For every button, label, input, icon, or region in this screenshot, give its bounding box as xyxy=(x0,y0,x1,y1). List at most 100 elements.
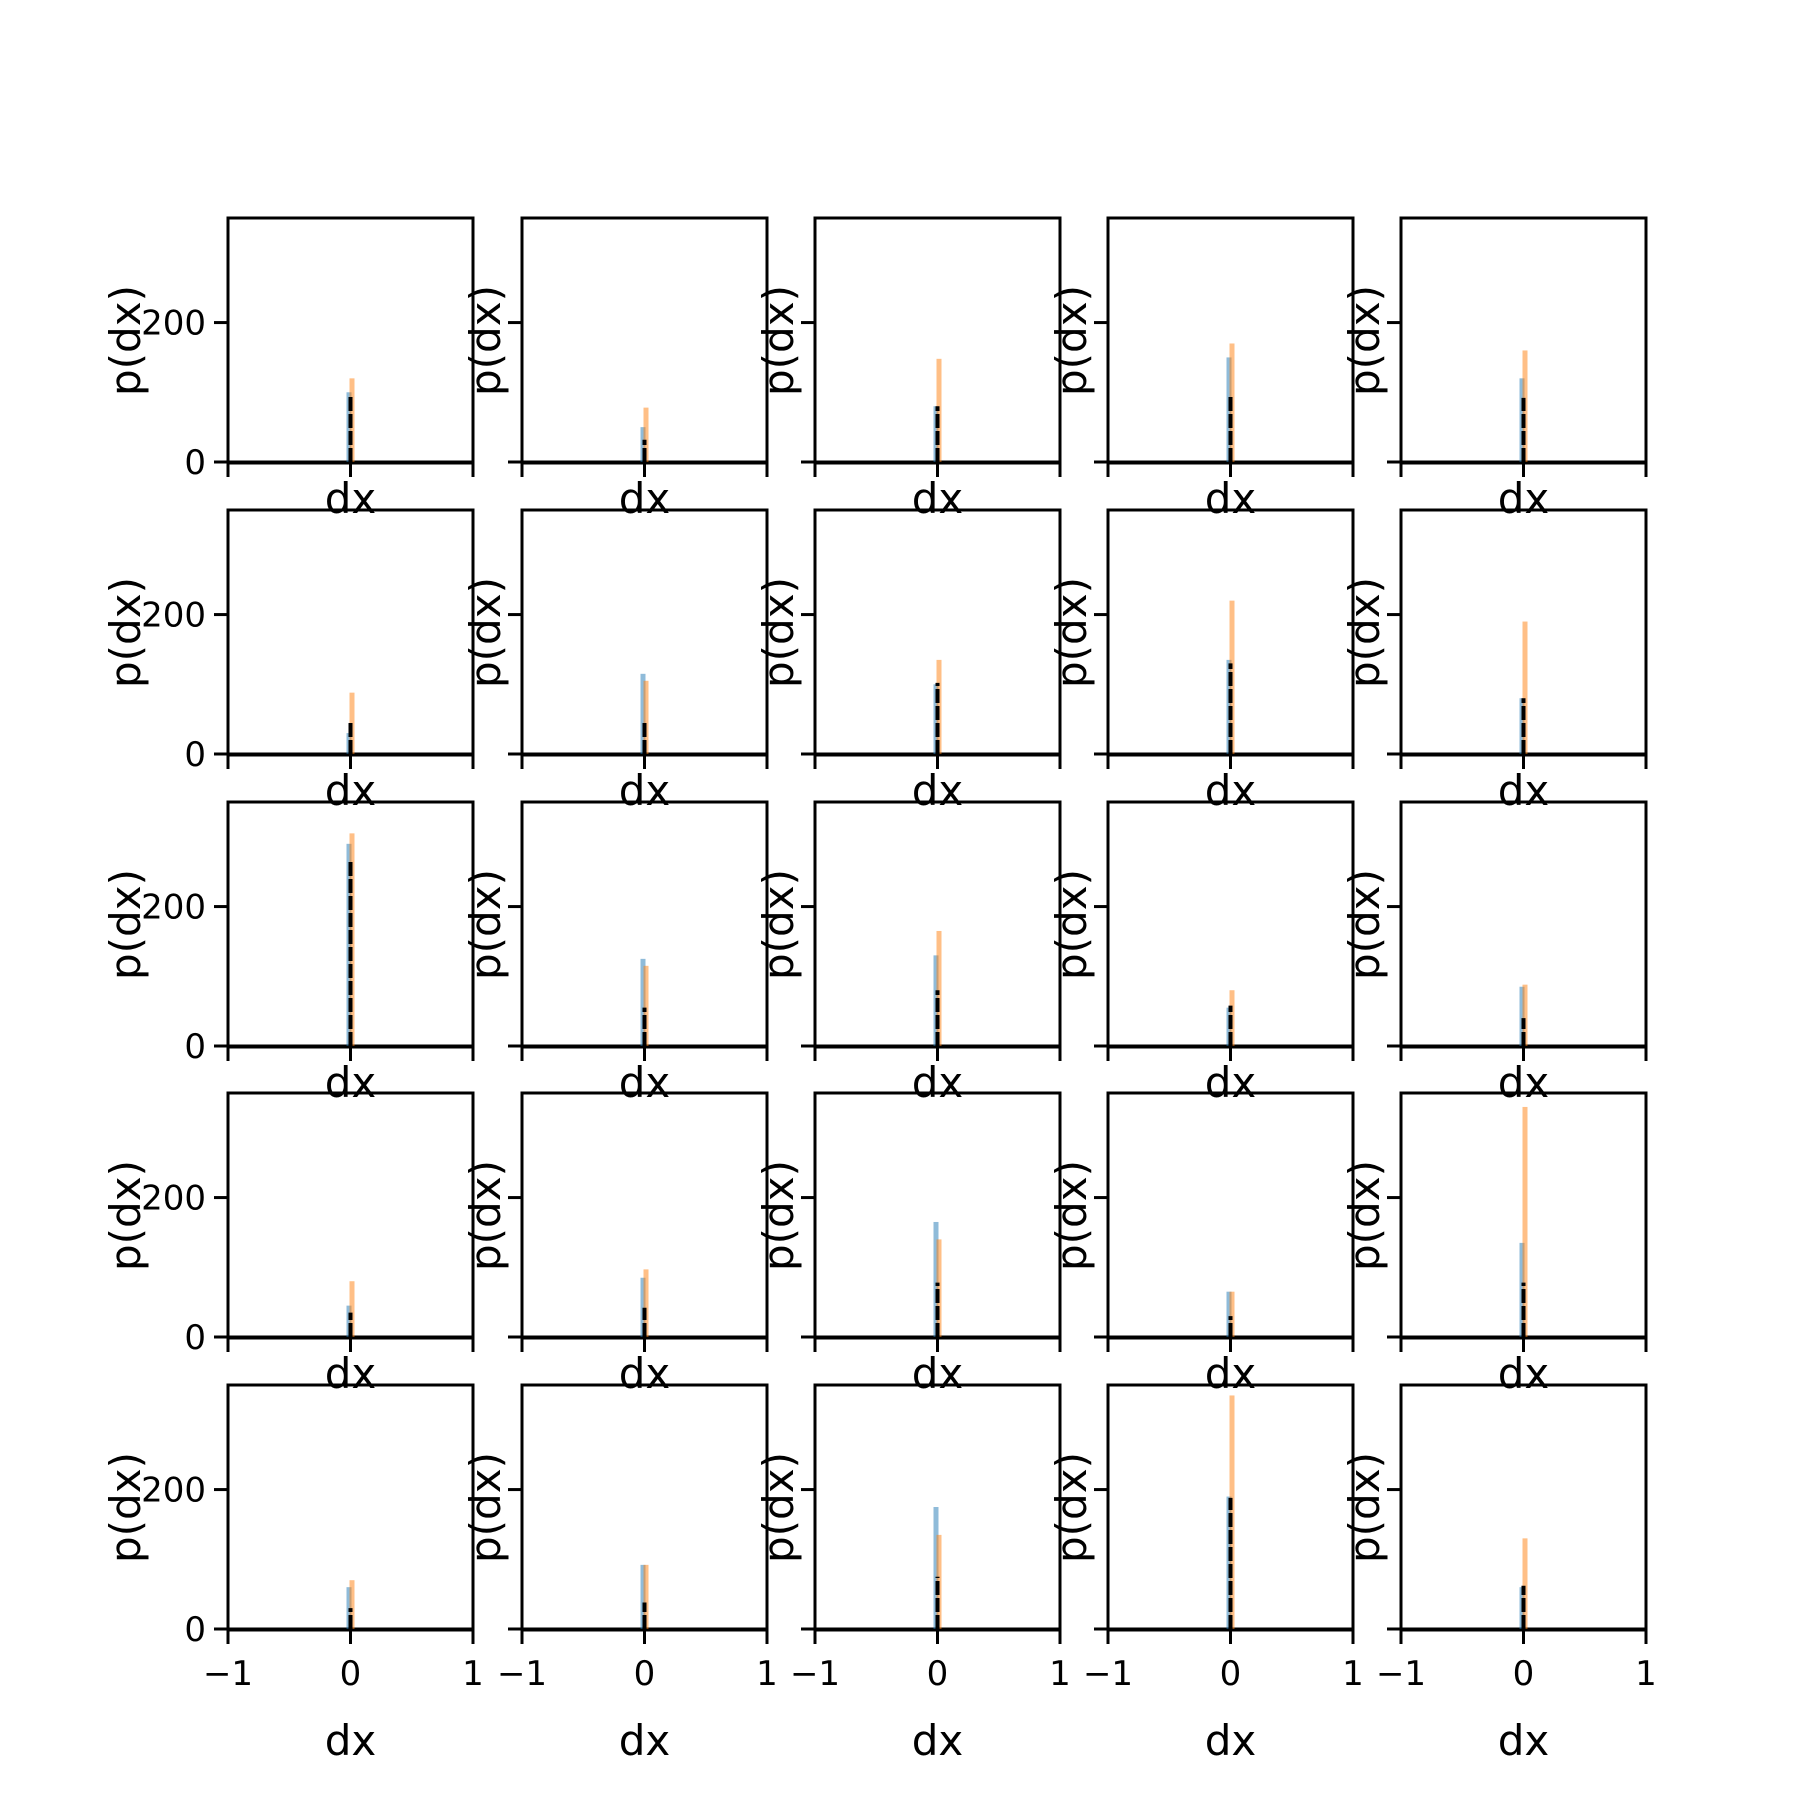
y-axis-label: p(dx) xyxy=(754,285,803,396)
y-axis-label: p(dx) xyxy=(1047,285,1096,396)
x-axis-label: dx xyxy=(1205,1716,1257,1765)
x-tick-label: 0 xyxy=(340,1654,362,1694)
subplot-r4-c3: −1 0 1 dx p(dx) xyxy=(1047,1383,1364,1765)
x-tick-label: 0 xyxy=(1220,1654,1242,1694)
x-axis-label: dx xyxy=(1498,766,1550,815)
y-tick-label: 200 xyxy=(141,1179,206,1219)
x-axis-label: dx xyxy=(912,474,964,523)
x-tick-label: 1 xyxy=(462,1654,484,1694)
subplot-r0-c4: dx p(dx) xyxy=(1340,216,1648,523)
series-a-bar xyxy=(346,843,352,1046)
x-axis-label: dx xyxy=(1498,474,1550,523)
subplot-r1-c1: dx p(dx) xyxy=(461,508,769,815)
subplot-r1-c0: 0 200 dx p(dx) xyxy=(101,508,475,815)
x-axis-label: dx xyxy=(619,766,671,815)
x-axis-label: dx xyxy=(619,1349,671,1398)
subplot-r3-c1: dx p(dx) xyxy=(461,1091,769,1398)
subplot-r4-c2: −1 0 1 dx p(dx) xyxy=(754,1383,1071,1765)
x-axis-label: dx xyxy=(912,766,964,815)
y-axis-label: p(dx) xyxy=(1340,1452,1389,1563)
y-tick-label: 0 xyxy=(184,1027,206,1067)
y-axis-label: p(dx) xyxy=(461,1452,510,1563)
subplot-r0-c1: dx p(dx) xyxy=(461,216,769,523)
y-axis-label: p(dx) xyxy=(754,577,803,688)
series-a-bar xyxy=(640,1564,646,1629)
x-axis-label: dx xyxy=(1205,766,1257,815)
series-b-bar xyxy=(643,407,649,462)
subplot-r3-c4: dx p(dx) xyxy=(1340,1091,1648,1398)
x-axis-label: dx xyxy=(619,1058,671,1107)
subplot-r1-c2: dx p(dx) xyxy=(754,508,1062,815)
x-axis-label: dx xyxy=(1498,1058,1550,1107)
y-axis-label: p(dx) xyxy=(101,1452,150,1563)
series-b-bar xyxy=(1229,1291,1235,1337)
y-axis-label: p(dx) xyxy=(1047,1160,1096,1271)
series-b-bar xyxy=(1522,1106,1528,1337)
y-axis-label: p(dx) xyxy=(1047,869,1096,980)
y-tick-label: 200 xyxy=(141,596,206,636)
y-axis-label: p(dx) xyxy=(461,285,510,396)
y-axis-label: p(dx) xyxy=(101,1160,150,1271)
x-tick-label: −1 xyxy=(497,1654,547,1694)
x-tick-label: −1 xyxy=(790,1654,840,1694)
subplot-r2-c0: 0 200 dx p(dx) xyxy=(101,800,475,1107)
series-a-bar xyxy=(1226,1291,1232,1337)
subplot-grid: 0200dxp(dx)dxp(dx)dxp(dx)dxp(dx)dxp(dx)0… xyxy=(101,216,1657,1765)
x-tick-label: 1 xyxy=(1342,1654,1364,1694)
y-tick-label: 0 xyxy=(184,1318,206,1358)
x-tick-label: 0 xyxy=(927,1654,949,1694)
series-b-bar xyxy=(643,1564,649,1629)
y-axis-label: p(dx) xyxy=(1340,285,1389,396)
x-tick-label: 1 xyxy=(1635,1654,1657,1694)
series-a-bar xyxy=(640,673,646,754)
x-axis-label: dx xyxy=(619,1716,671,1765)
series-b-bar xyxy=(936,930,942,1046)
y-tick-label: 200 xyxy=(141,304,206,344)
x-tick-label: 1 xyxy=(756,1654,778,1694)
y-tick-label: 0 xyxy=(184,1610,206,1650)
y-axis-label: p(dx) xyxy=(754,1452,803,1563)
y-axis-label: p(dx) xyxy=(461,1160,510,1271)
x-axis-label: dx xyxy=(1498,1349,1550,1398)
series-b-bar xyxy=(1229,1395,1235,1629)
x-tick-label: 0 xyxy=(1513,1654,1535,1694)
x-axis-label: dx xyxy=(1205,474,1257,523)
series-b-bar xyxy=(1522,984,1528,1046)
y-axis-label: p(dx) xyxy=(101,285,150,396)
series-a-bar xyxy=(640,1277,646,1337)
y-tick-label: 200 xyxy=(141,888,206,928)
subplot-r2-c4: dx p(dx) xyxy=(1340,800,1648,1107)
x-axis-label: dx xyxy=(325,474,377,523)
y-tick-label: 0 xyxy=(184,443,206,483)
subplot-r0-c2: dx p(dx) xyxy=(754,216,1062,523)
y-axis-label: p(dx) xyxy=(101,869,150,980)
x-tick-label: −1 xyxy=(1083,1654,1133,1694)
subplot-r2-c3: dx p(dx) xyxy=(1047,800,1355,1107)
series-b-bar xyxy=(349,1580,355,1629)
series-a-bar xyxy=(933,1221,939,1337)
series-b-bar xyxy=(349,1281,355,1337)
series-a-bar xyxy=(1519,986,1525,1046)
subplot-r1-c4: dx p(dx) xyxy=(1340,508,1648,815)
x-axis-label: dx xyxy=(912,1349,964,1398)
y-axis-label: p(dx) xyxy=(754,869,803,980)
series-b-bar xyxy=(1522,621,1528,754)
series-a-bar xyxy=(933,1507,939,1629)
subplot-r0-c0: 0 200 dx p(dx) xyxy=(101,216,475,523)
series-a-bar xyxy=(1226,1496,1232,1629)
y-tick-label: 0 xyxy=(184,735,206,775)
subplot-r2-c1: dx p(dx) xyxy=(461,800,769,1107)
x-axis-label: dx xyxy=(1205,1349,1257,1398)
x-axis-label: dx xyxy=(912,1058,964,1107)
subplot-r3-c3: dx p(dx) xyxy=(1047,1091,1355,1398)
series-a-bar xyxy=(346,1305,352,1337)
x-axis-label: dx xyxy=(325,766,377,815)
series-b-bar xyxy=(936,1239,942,1337)
x-axis-label: dx xyxy=(912,1716,964,1765)
y-axis-label: p(dx) xyxy=(461,869,510,980)
x-tick-label: 0 xyxy=(634,1654,656,1694)
subplot-r0-c3: dx p(dx) xyxy=(1047,216,1355,523)
